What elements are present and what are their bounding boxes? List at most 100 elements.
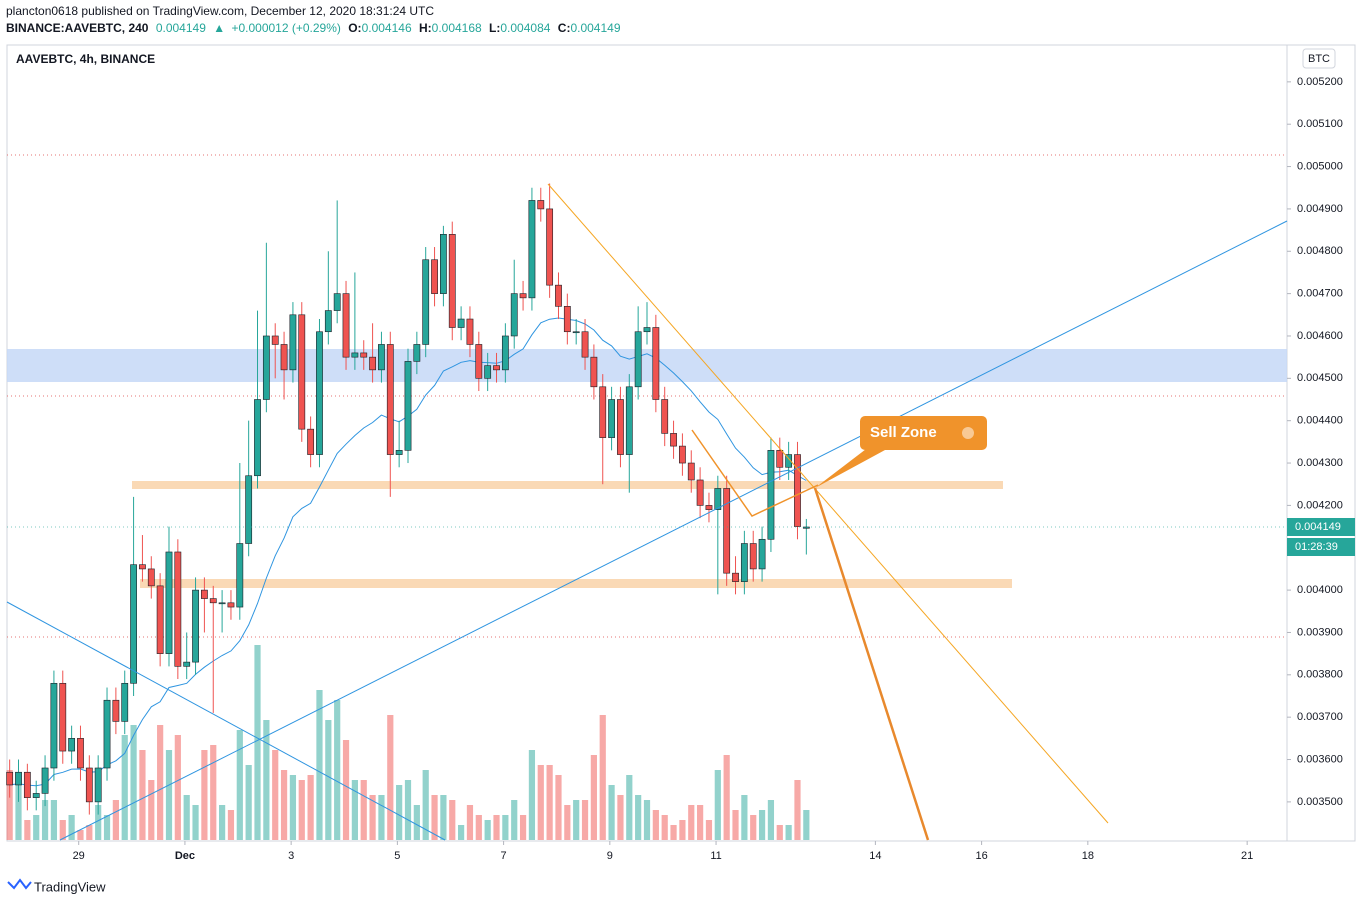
- candle-body: [413, 344, 421, 362]
- candle-body: [280, 344, 288, 371]
- candle-body: [6, 771, 14, 786]
- candle-body: [245, 475, 253, 544]
- volume-bar: [643, 800, 651, 840]
- candle-body: [590, 356, 598, 388]
- candle-body: [758, 538, 766, 570]
- candle-body: [563, 306, 571, 333]
- candle-body: [546, 208, 554, 286]
- drawings: [7, 154, 1287, 638]
- symbol-line: BINANCE:AAVEBTC, 240 0.004149 ▲ +0.00001…: [6, 21, 621, 35]
- candle-body: [386, 344, 394, 455]
- volume-bar: [803, 810, 810, 840]
- candle-body: [94, 767, 102, 803]
- candle-body: [705, 505, 713, 510]
- candle-body: [289, 314, 297, 371]
- volume-bar: [236, 730, 243, 840]
- candle-body: [555, 284, 562, 307]
- volume-bar: [139, 750, 146, 840]
- volume-bar: [201, 750, 208, 840]
- volume-bar: [112, 800, 119, 840]
- overlay: Sell Zone: [6, 183, 1288, 841]
- candle-body: [351, 352, 359, 358]
- volume-bar: [688, 805, 695, 840]
- volume-bar: [369, 795, 376, 840]
- volume-bar: [794, 780, 801, 840]
- candle-body: [316, 331, 323, 455]
- x-tick-label: 18: [1082, 850, 1094, 862]
- volume-bar: [413, 805, 420, 840]
- candle-body: [41, 767, 49, 794]
- support-zone: [132, 481, 1003, 489]
- candle-body: [652, 327, 660, 400]
- y-tick-label: 0.003500: [1297, 796, 1343, 808]
- x-tick-label: 3: [288, 850, 294, 862]
- candle-body: [643, 327, 651, 333]
- up-arrow: ▲: [213, 21, 225, 35]
- volume-bar: [15, 785, 22, 840]
- candle-body: [342, 293, 350, 358]
- volume-bar: [33, 815, 40, 840]
- volume-bar: [289, 775, 297, 840]
- candle-body: [687, 462, 695, 481]
- volume-bar: [714, 770, 721, 840]
- volume-bar: [245, 765, 252, 840]
- volume-bar: [86, 825, 93, 840]
- candle-body: [50, 682, 58, 769]
- low-label: L:: [489, 21, 500, 35]
- candle-body: [599, 386, 607, 438]
- volume-bar: [174, 735, 181, 840]
- candle-body: [431, 259, 438, 294]
- volume-bar: [758, 810, 766, 840]
- volume-bar: [219, 805, 226, 840]
- volume-bar: [626, 775, 633, 840]
- countdown-label: 01:28:39: [1295, 541, 1338, 553]
- close-label: C:: [558, 21, 571, 35]
- volume-bar: [502, 815, 509, 840]
- y-tick-label: 0.004000: [1297, 584, 1343, 596]
- candle-body: [23, 771, 31, 798]
- high-value: 0.004168: [432, 21, 482, 35]
- volume-bar: [307, 775, 314, 840]
- candle-body: [15, 771, 22, 786]
- volume-bar: [41, 800, 49, 840]
- y-tick-label: 0.003800: [1297, 669, 1343, 681]
- candle-body: [581, 331, 589, 358]
- y-tick-label: 0.004500: [1297, 372, 1343, 384]
- volume-bar: [732, 810, 739, 840]
- x-tick-label: 11: [710, 850, 721, 862]
- volume-bar: [785, 825, 792, 840]
- brand-logo: [7, 878, 32, 890]
- volume-bar: [334, 700, 341, 840]
- volume-bar: [263, 720, 270, 840]
- volume-bar: [670, 825, 677, 840]
- y-tick-label: 0.004600: [1297, 330, 1343, 342]
- candle-body: [333, 293, 341, 311]
- volume-bar: [635, 795, 642, 840]
- candle-body: [174, 551, 182, 667]
- volume-bar: [24, 820, 31, 840]
- candle-body: [227, 602, 235, 608]
- volume-bar: [599, 715, 606, 840]
- volume-bar: [387, 715, 394, 840]
- x-tick-label: 9: [607, 850, 613, 862]
- change: +0.000012 (+0.29%): [231, 21, 340, 35]
- candle-body: [236, 543, 244, 608]
- volume-bar: [741, 795, 748, 840]
- support-zone: [140, 579, 1012, 588]
- volume-bar: [157, 725, 164, 840]
- candle-body: [740, 543, 748, 582]
- projection-line: [813, 487, 930, 841]
- candle-body: [271, 335, 279, 345]
- volume-bar: [396, 785, 403, 840]
- candle-body: [457, 318, 465, 328]
- candle-body: [696, 479, 704, 506]
- candle-body: [59, 682, 67, 752]
- candle-body: [192, 589, 199, 663]
- volume-bar: [422, 770, 429, 840]
- volume-bar: [537, 765, 544, 840]
- candle-body: [262, 335, 270, 400]
- brand: TradingView: [34, 879, 106, 894]
- last-price-box: [1287, 517, 1355, 536]
- candle-body: [749, 543, 757, 570]
